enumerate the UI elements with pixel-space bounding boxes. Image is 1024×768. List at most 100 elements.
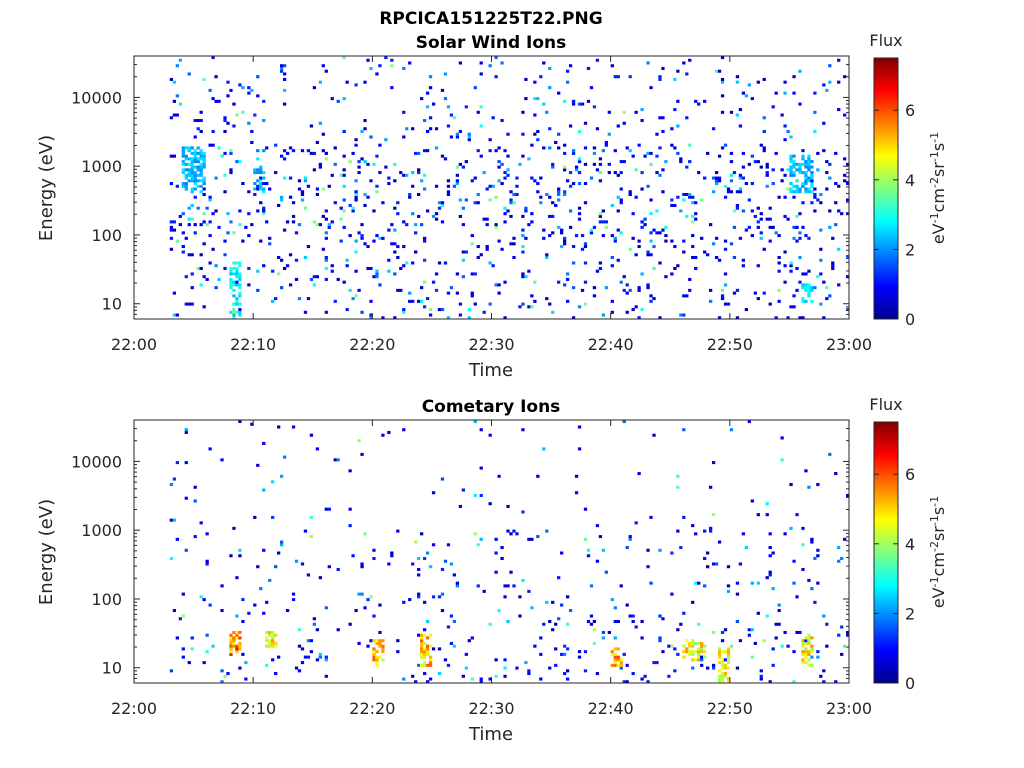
spectrogram-cell [637,288,641,292]
spectrogram-cell [363,119,367,123]
spectrogram-cell [324,606,328,610]
spectrogram-cell [259,187,263,191]
spectrogram-cell [476,110,480,114]
spectrogram-cell [205,206,209,210]
spectrogram-cell [795,187,799,191]
x-tick-labels: 22:00 22:10 22:20 22:30 22:40 22:50 23:0… [111,335,872,354]
spectrogram-cell [464,160,468,164]
spectrogram-cell [780,179,784,183]
spectrogram-cell [372,275,376,279]
spectrogram-cell [256,75,260,79]
spectrogram-cell [342,97,346,101]
spectrogram-cell [747,633,751,637]
spectrogram-cell [601,149,606,153]
spectrogram-cell [274,644,278,648]
spectrogram-cell [810,165,814,169]
spectrogram-cell [613,661,617,665]
spectrogram-cell [530,220,534,224]
spectrogram-cell [443,658,448,662]
spectrogram-cell [506,504,510,508]
spectrogram-cell [622,288,626,292]
spectrogram-cell [688,192,692,197]
spectrogram-cell [300,647,305,651]
spectrogram-cell [676,124,680,128]
spectrogram-cell [747,83,751,87]
spectrogram-cell [568,184,573,188]
spectrogram-cell [235,266,239,270]
spectrogram-cell [768,570,772,574]
spectrogram-cell [223,266,227,270]
spectrogram-cell [345,308,349,312]
spectrogram-cell [336,628,340,632]
spectrogram-cell [232,630,236,634]
spectrogram-cell [509,214,513,218]
spectrogram-cell [780,436,784,440]
spectrogram-cell [676,529,680,533]
spectrogram-cell [327,223,331,227]
spectrogram-cell [545,297,549,301]
spectrogram-cell [735,75,740,79]
spectrogram-cell [247,86,251,90]
spectrogram-cell [336,99,340,103]
spectrogram-cell [497,146,501,150]
spectrogram-cell [238,223,242,227]
spectrogram-cell [729,173,734,177]
spectrogram-cell [494,658,498,662]
spectrogram-cell [196,165,200,169]
spectrogram-cell [750,234,754,238]
spectrogram-cell [834,151,838,155]
spectrogram-cell [613,236,617,240]
spectrogram-cell [804,171,808,175]
spectrogram-cell [536,182,540,186]
spectrogram-cell [789,182,793,186]
spectrogram-cell [673,266,677,270]
spectrogram-cell [300,192,305,197]
spectrogram-cell [428,663,433,667]
spectrogram-cell [470,242,474,246]
spectrogram-cell [831,236,835,240]
spectrogram-cell [303,255,308,260]
spectrogram-cell [250,422,254,426]
spectrogram-cell [601,313,606,317]
spectrogram-cell [455,173,460,177]
spectrogram-cell [470,677,474,681]
y-tick-label: 10 [102,659,122,678]
spectrogram-cell [178,102,182,106]
spectrogram-cell [318,223,322,227]
spectrogram-cell [512,192,516,197]
spectrogram-cell [503,658,507,662]
spectrogram-cell [711,461,716,465]
spectrogram-cell [685,116,689,120]
spectrogram-cell [211,212,215,216]
spectrogram-cell [777,622,781,626]
spectrogram-cell [777,234,781,238]
spectrogram-cell [193,165,197,169]
spectrogram-cell [601,234,606,238]
spectrogram-cell [723,663,728,667]
spectrogram-cell [181,154,185,158]
spectrogram-cell [670,143,674,147]
spectrogram-cell [628,149,632,153]
spectrogram-cell [822,316,826,320]
spectrogram-cell [488,261,492,265]
spectrogram-cell [360,310,364,314]
spectrogram-cell [169,247,174,251]
spectrogram-cell [610,652,614,656]
spectrogram-cell [285,264,290,268]
spectrogram-cell [458,162,463,166]
spectrogram-cell [271,633,275,637]
spectrogram-cell [279,154,284,158]
spectrogram-cell [610,299,614,303]
spectrogram-cell [816,581,820,585]
spectrogram-cell [816,650,820,654]
spectrogram-cell [375,658,379,662]
spectrogram-cell [330,269,334,273]
spectrogram-cell [756,220,760,224]
spectrogram-cell [816,655,820,659]
spectrogram-cell [411,212,415,216]
spectrogram-cell [786,644,790,648]
spectrogram-cell [691,644,695,648]
spectrogram-cell [768,532,772,536]
spectrogram-cell [446,105,451,109]
spectrogram-cell [646,286,650,290]
